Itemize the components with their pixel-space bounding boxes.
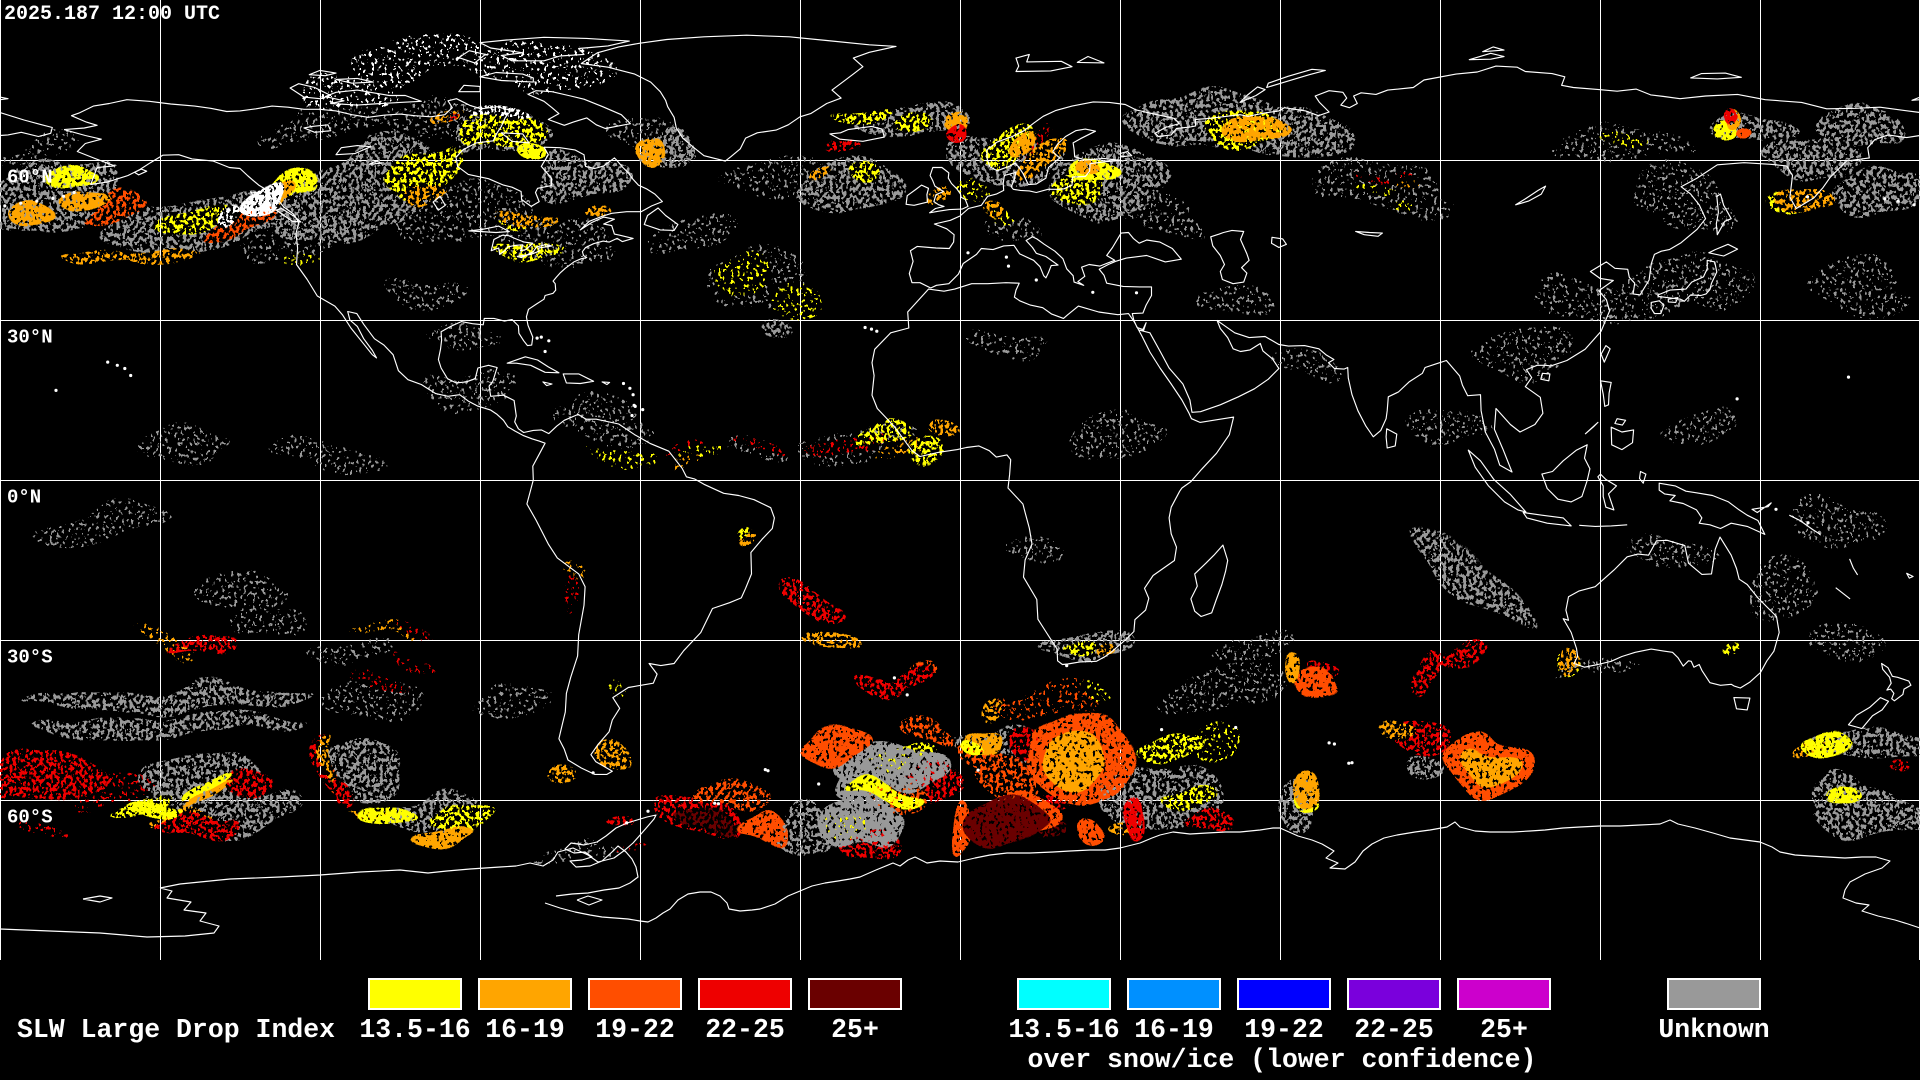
svg-text:Unknown: Unknown — [1658, 1015, 1769, 1045]
svg-text:13.5-16: 13.5-16 — [1008, 1015, 1119, 1045]
svg-text:30°N: 30°N — [7, 327, 53, 349]
svg-text:60°N: 60°N — [7, 167, 53, 189]
svg-text:25+: 25+ — [831, 1015, 879, 1045]
svg-text:30°S: 30°S — [7, 647, 53, 669]
svg-text:25+: 25+ — [1480, 1015, 1528, 1045]
svg-text:over snow/ice (lower confidenc: over snow/ice (lower confidence) — [1028, 1045, 1537, 1075]
svg-text:22-25: 22-25 — [1354, 1015, 1434, 1045]
svg-text:19-22: 19-22 — [595, 1015, 675, 1045]
svg-text:0°N: 0°N — [7, 487, 41, 509]
svg-text:2025.187 12:00 UTC: 2025.187 12:00 UTC — [4, 3, 220, 26]
svg-text:16-19: 16-19 — [485, 1015, 565, 1045]
svg-text:60°S: 60°S — [7, 807, 53, 829]
svg-text:16-19: 16-19 — [1134, 1015, 1214, 1045]
svg-text:22-25: 22-25 — [705, 1015, 785, 1045]
svg-text:19-22: 19-22 — [1244, 1015, 1324, 1045]
svg-text:13.5-16: 13.5-16 — [359, 1015, 470, 1045]
svg-text:SLW Large Drop Index: SLW Large Drop Index — [17, 1015, 335, 1045]
